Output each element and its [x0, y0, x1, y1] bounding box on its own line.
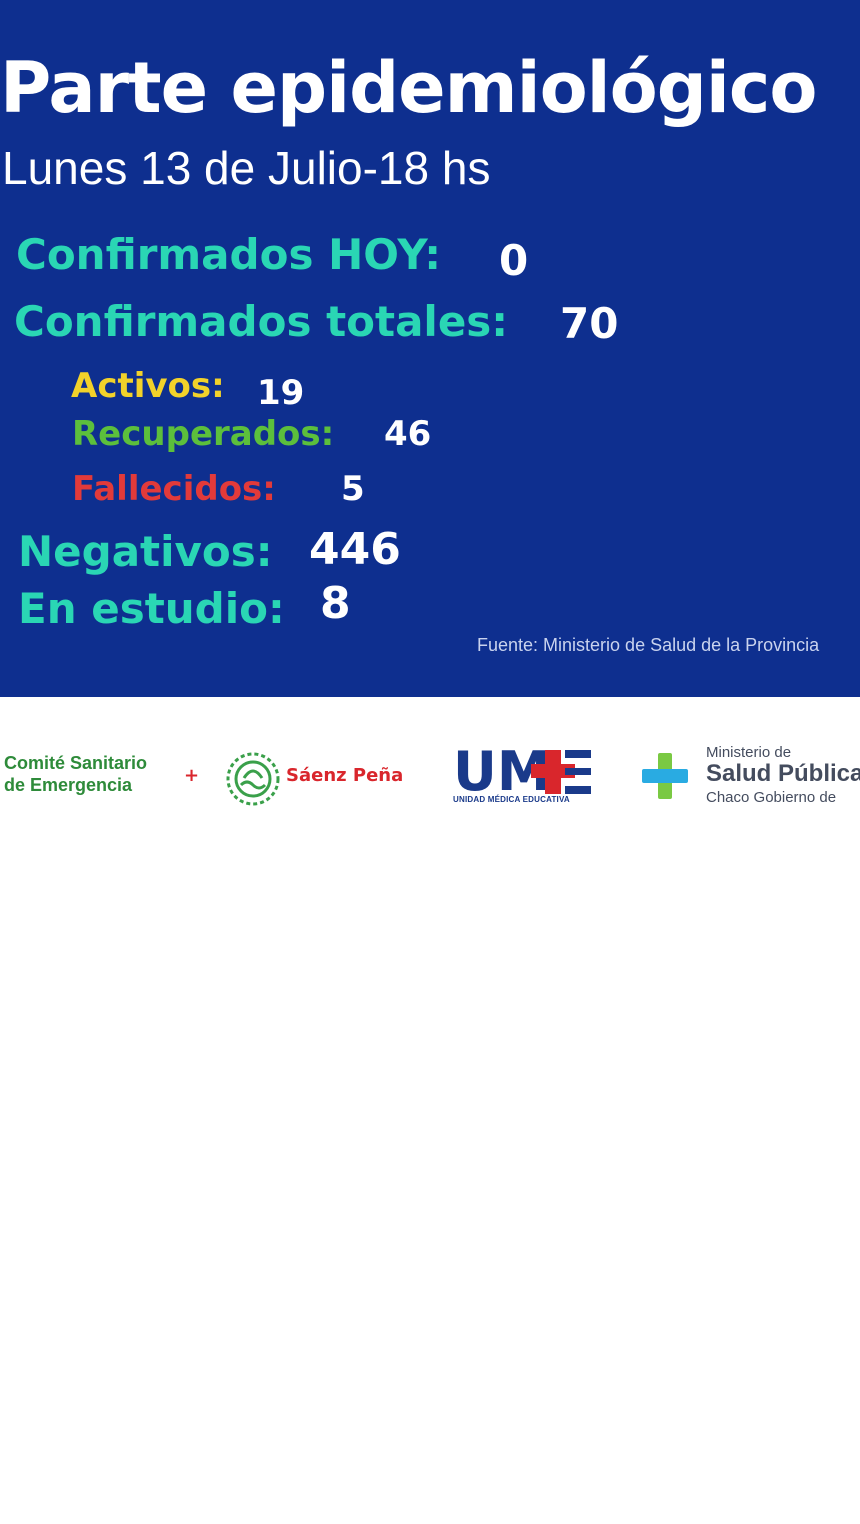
source-note: Fuente: Ministerio de Salud de la Provin… [477, 635, 820, 655]
confirmados-totales-label: Confirmados totales: [14, 297, 509, 346]
info-panel: Parte epidemiológico Lunes 13 de Julio-1… [0, 0, 860, 697]
comite-sanitario-logo: Comité Sanitario de Emergencia [4, 752, 147, 796]
ministerio-line-1: Ministerio de [706, 744, 792, 761]
saenz-pena-label: Sáenz Peña [286, 765, 404, 786]
fallecidos-label: Fallecidos: [72, 469, 276, 509]
activos-label: Activos: [71, 366, 225, 406]
footer-logos [0, 697, 860, 860]
ume-logo: UM [453, 742, 591, 803]
recuperados-label: Recuperados: [72, 414, 335, 454]
confirmados-hoy-label: Confirmados HOY: [16, 230, 441, 279]
page-subtitle: Lunes 13 de Julio-18 hs [2, 142, 491, 194]
page-title: Parte epidemiológico [0, 47, 817, 129]
comite-cross-mark: + [184, 765, 200, 786]
en-estudio-label: En estudio: [18, 584, 285, 633]
en-estudio-value: 8 [320, 578, 351, 629]
ministerio-line-3: Chaco Gobierno de [706, 789, 837, 806]
comite-line-1: Comité Sanitario [4, 753, 148, 773]
confirmados-totales-value: 70 [560, 299, 619, 348]
health-cross-icon [642, 753, 688, 799]
fallecidos-value: 5 [341, 469, 365, 509]
comite-line-2: de Emergencia [4, 775, 133, 795]
ministerio-line-2: Salud Pública [706, 760, 860, 787]
recuperados-value: 46 [384, 414, 432, 454]
ume-caption: UNIDAD MÉDICA EDUCATIVA [453, 795, 570, 804]
negativos-value: 446 [309, 524, 401, 575]
confirmados-hoy-value: 0 [499, 236, 529, 285]
activos-value: 19 [257, 373, 305, 413]
saenz-pena-emblem-icon [226, 752, 280, 806]
ume-cross-icon [531, 750, 591, 794]
comite-frame [2, 1420, 216, 1524]
negativos-label: Negativos: [18, 527, 273, 576]
